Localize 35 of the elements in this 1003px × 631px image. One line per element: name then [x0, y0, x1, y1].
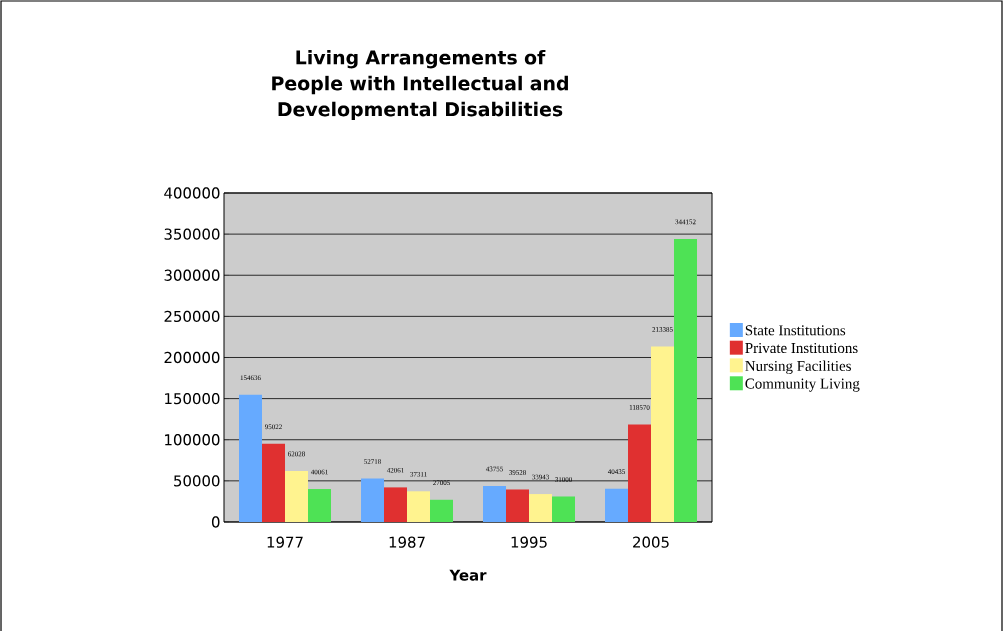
bar [308, 489, 332, 522]
y-tick-label: 300000 [164, 269, 220, 281]
bar [285, 470, 309, 522]
bar [430, 499, 454, 522]
y-tick-label: 0 [211, 516, 220, 528]
bar [384, 487, 408, 522]
legend-label: State Institutions [745, 325, 846, 336]
bar [407, 491, 431, 522]
x-axis-title: Year [449, 569, 487, 581]
bar [628, 424, 652, 522]
bar [239, 394, 263, 522]
bar [361, 478, 385, 522]
y-tick-label: 200000 [164, 351, 220, 364]
y-tick-label: 100000 [165, 434, 220, 446]
x-tick-label: 2005 [633, 536, 669, 548]
x-tick-label: 1977 [267, 536, 303, 548]
bar [651, 346, 675, 522]
bar [262, 443, 286, 522]
x-tick-label: 1987 [389, 536, 425, 548]
bar [506, 489, 530, 522]
bar [605, 488, 629, 522]
bar [674, 238, 698, 522]
y-tick-label: 50000 [174, 475, 220, 487]
y-tick-label: 350000 [164, 228, 220, 240]
y-tick-label: 250000 [164, 310, 220, 323]
legend-label: Community Living [745, 378, 860, 392]
legend-label: Nursing Facilities [745, 360, 851, 375]
chart-title: Living Arrangements of People with Intellectual and Developmental Disabilities [272, 49, 568, 121]
bar [529, 494, 553, 522]
bar [552, 496, 576, 522]
bar [483, 486, 507, 522]
y-tick-label: 150000 [165, 392, 220, 405]
x-tick-label: 1995 [511, 536, 547, 548]
y-tick-label: 400000 [164, 187, 220, 199]
legend-label: Private Institutions [745, 342, 858, 354]
